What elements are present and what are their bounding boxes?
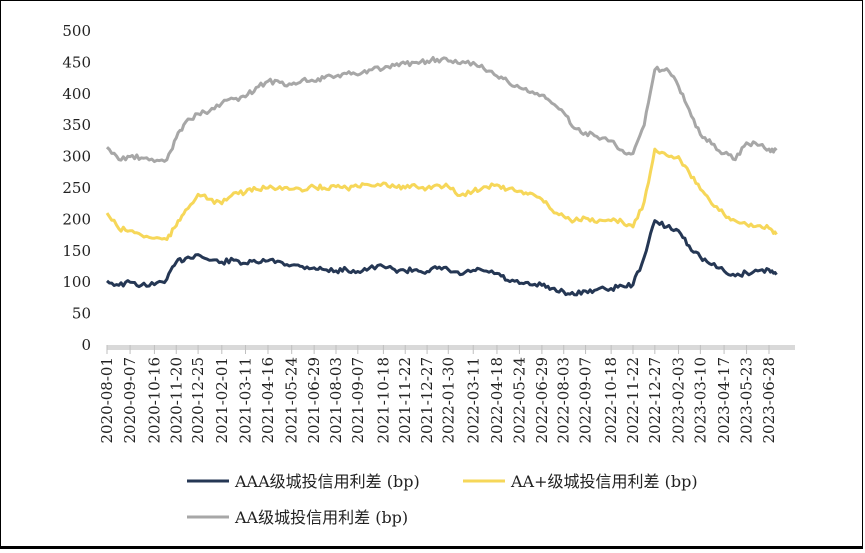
x-tick-label: 2021-05-24 xyxy=(283,357,301,443)
y-tick-label: 0 xyxy=(81,336,91,354)
series-line xyxy=(106,219,778,297)
series-line xyxy=(105,147,778,241)
x-tick-label: 2021-08-03 xyxy=(327,357,345,443)
x-tick-label: 2022-10-18 xyxy=(602,357,620,443)
y-tick-label: 250 xyxy=(62,179,91,197)
y-tick-label: 350 xyxy=(62,116,91,134)
x-tick-label: 2022-01-30 xyxy=(439,357,457,443)
x-tick-label: 2021-11-22 xyxy=(396,357,414,443)
series-line xyxy=(105,56,778,164)
x-tick-label: 2023-02-03 xyxy=(670,357,688,443)
x-tick-label: 2020-12-25 xyxy=(189,357,207,443)
x-tick-label: 2022-08-03 xyxy=(555,357,573,443)
x-tick-label: 2022-04-18 xyxy=(488,357,506,443)
x-tick-label: 2021-12-27 xyxy=(418,357,436,443)
x-tick-label: 2020-09-07 xyxy=(121,357,139,443)
y-tick-label: 100 xyxy=(62,273,91,291)
y-tick-label: 300 xyxy=(62,148,91,166)
x-tick-label: 2023-06-28 xyxy=(760,357,778,443)
x-tick-label: 2020-10-16 xyxy=(145,357,163,443)
legend-label: AA级城投信用利差 (bp) xyxy=(234,508,408,527)
x-tick-label: 2022-06-29 xyxy=(533,357,551,443)
y-tick-label: 450 xyxy=(62,53,91,71)
y-tick-label: 500 xyxy=(62,22,91,40)
x-tick-label: 2021-03-11 xyxy=(237,357,255,443)
y-tick-label: 50 xyxy=(72,305,91,323)
x-tick-label: 2021-02-01 xyxy=(213,357,231,443)
x-tick-label: 2022-09-07 xyxy=(577,357,595,443)
series-layer xyxy=(105,56,778,297)
x-tick-label: 2021-06-29 xyxy=(305,357,323,443)
legend-label: AAA级城投信用利差 (bp) xyxy=(234,472,420,491)
x-tick-label: 2022-12-27 xyxy=(646,357,664,443)
y-tick-label: 400 xyxy=(62,85,91,103)
x-tick-label: 2022-11-22 xyxy=(624,357,642,443)
y-tick-label: 200 xyxy=(62,210,91,228)
x-tick-label: 2022-05-24 xyxy=(510,357,528,443)
x-tick-label: 2021-09-07 xyxy=(349,357,367,443)
x-tick-label: 2020-11-20 xyxy=(167,357,185,443)
x-tick-label: 2023-03-10 xyxy=(691,357,709,443)
y-tick-label: 150 xyxy=(62,242,91,260)
x-tick-label: 2023-04-17 xyxy=(715,357,733,443)
y-axis: 0 50 100 150 200 250 300 350 400 450 500 xyxy=(62,22,91,354)
x-tick-label: 2021-10-18 xyxy=(374,357,392,443)
x-tick-label: 2022-03-11 xyxy=(464,357,482,443)
x-tick-label: 2020-08-01 xyxy=(98,357,116,443)
x-axis: 2020-08-01 2020-09-07 2020-10-16 2020-11-20… xyxy=(98,345,795,443)
x-axis-line xyxy=(107,345,795,350)
x-tick-label: 2023-05-23 xyxy=(738,357,756,443)
legend: AAA级城投信用利差 (bp) AA+级城投信用利差 (bp) AA级城投信用利差 … xyxy=(187,472,698,527)
x-tick-label: 2021-04-16 xyxy=(259,357,277,443)
legend-label: AA+级城投信用利差 (bp) xyxy=(510,472,698,491)
